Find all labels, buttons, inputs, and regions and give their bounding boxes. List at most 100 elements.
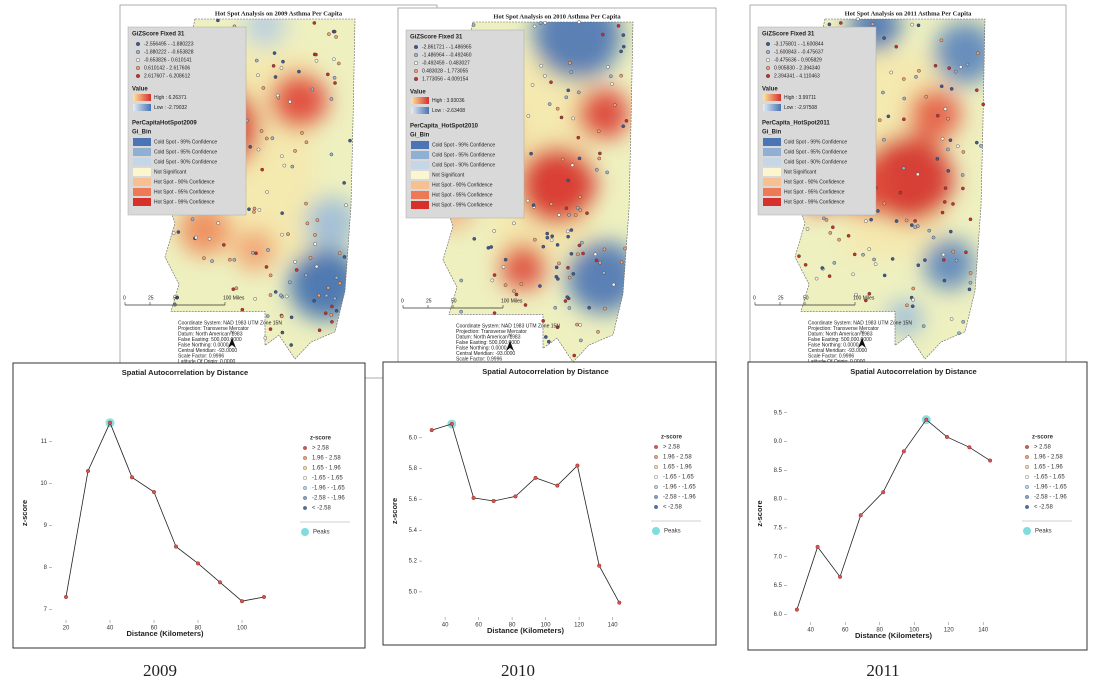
site xyxy=(550,234,554,238)
site xyxy=(287,280,292,285)
site xyxy=(332,57,336,62)
site xyxy=(619,49,623,54)
site xyxy=(946,147,950,152)
legend-label: -2.58 - -1.96 xyxy=(312,496,345,502)
site xyxy=(547,102,552,106)
class-symbol xyxy=(414,53,419,58)
site xyxy=(940,136,945,141)
site xyxy=(890,257,895,261)
site xyxy=(329,313,334,317)
x-axis-label: Distance (Kilometers) xyxy=(126,629,204,638)
site xyxy=(596,330,600,334)
site xyxy=(861,252,865,257)
scale-label: 100 Miles xyxy=(853,295,875,301)
site xyxy=(594,167,599,172)
site xyxy=(312,21,317,25)
site xyxy=(827,22,832,27)
site xyxy=(525,198,530,203)
chart-title: Spatial Autocorrelation by Distance xyxy=(122,368,248,377)
site xyxy=(252,210,256,214)
site xyxy=(256,147,261,152)
site xyxy=(297,69,301,74)
site xyxy=(541,319,545,323)
site xyxy=(202,256,206,260)
site xyxy=(329,152,334,157)
site xyxy=(538,21,543,25)
point xyxy=(129,475,134,480)
legend-symbol xyxy=(654,485,659,490)
point xyxy=(262,595,267,600)
bin-label: Hot Spot - 95% Confidence xyxy=(154,189,215,195)
y-tick-label: 5.2 xyxy=(409,559,418,565)
site xyxy=(171,231,176,235)
site xyxy=(530,83,535,87)
site xyxy=(910,22,914,27)
site xyxy=(911,297,915,302)
layer-title: PerCapitaHotSpot2009 xyxy=(132,121,197,127)
site xyxy=(575,206,580,210)
site xyxy=(902,117,906,122)
site xyxy=(176,230,181,234)
value-title: Value xyxy=(132,87,148,93)
chart-frame xyxy=(382,361,717,646)
legend-symbol xyxy=(303,506,308,511)
site xyxy=(610,82,614,86)
bin-label: Hot Spot - 90% Confidence xyxy=(784,179,845,185)
legend-label: < -2.58 xyxy=(312,506,332,512)
site xyxy=(571,272,576,276)
site xyxy=(543,20,547,25)
x-tick-label: 60 xyxy=(842,628,849,634)
site xyxy=(503,283,508,287)
class-label: 0.905830 - 2.394340 xyxy=(774,65,820,71)
site xyxy=(539,63,544,68)
bin-label: Hot Spot - 90% Confidence xyxy=(154,179,215,185)
site xyxy=(974,140,979,145)
site xyxy=(904,218,909,223)
site xyxy=(557,213,561,217)
x-tick-label: 60 xyxy=(475,623,482,629)
site xyxy=(916,263,921,267)
point xyxy=(924,417,929,422)
chart-frame xyxy=(747,361,1088,651)
site xyxy=(489,245,493,249)
site xyxy=(265,190,269,194)
site xyxy=(257,208,262,212)
site xyxy=(598,260,602,265)
site xyxy=(568,61,572,65)
site xyxy=(923,258,927,262)
site xyxy=(490,278,495,283)
bin-label: Not Significant xyxy=(432,172,465,178)
class-label: -0.653826 - 0.610141 xyxy=(144,57,192,63)
site xyxy=(566,88,571,93)
site xyxy=(531,203,536,207)
point xyxy=(429,428,434,433)
legend-label: 1.65 - 1.96 xyxy=(663,465,692,471)
site xyxy=(606,65,610,69)
site xyxy=(279,314,284,319)
projection-info: False Northing: 0.0000 xyxy=(808,342,859,348)
site xyxy=(280,211,284,215)
site xyxy=(961,320,965,324)
site xyxy=(579,338,583,343)
site xyxy=(544,335,548,339)
site xyxy=(305,221,310,226)
site xyxy=(529,151,533,156)
bin-label: Hot Spot - 90% Confidence xyxy=(432,182,493,188)
gi-bin-title: Gi_Bin xyxy=(410,133,430,139)
legend-title: GiZScore Fixed 31 xyxy=(410,35,463,41)
legend-title: GiZScore Fixed 31 xyxy=(132,32,185,38)
class-label: -2.556495 - -1.880223 xyxy=(144,41,194,47)
bin-label: Cold Spot - 99% Confidence xyxy=(154,139,217,145)
class-symbol xyxy=(414,68,419,73)
site xyxy=(597,156,602,161)
site xyxy=(492,273,497,277)
site xyxy=(332,296,337,301)
site xyxy=(882,273,887,278)
site xyxy=(619,260,624,265)
point xyxy=(85,469,90,474)
legend-peak-label: Peaks xyxy=(664,529,681,535)
site xyxy=(839,21,843,25)
site xyxy=(315,218,320,222)
hotspot xyxy=(244,19,286,47)
site xyxy=(523,303,528,307)
